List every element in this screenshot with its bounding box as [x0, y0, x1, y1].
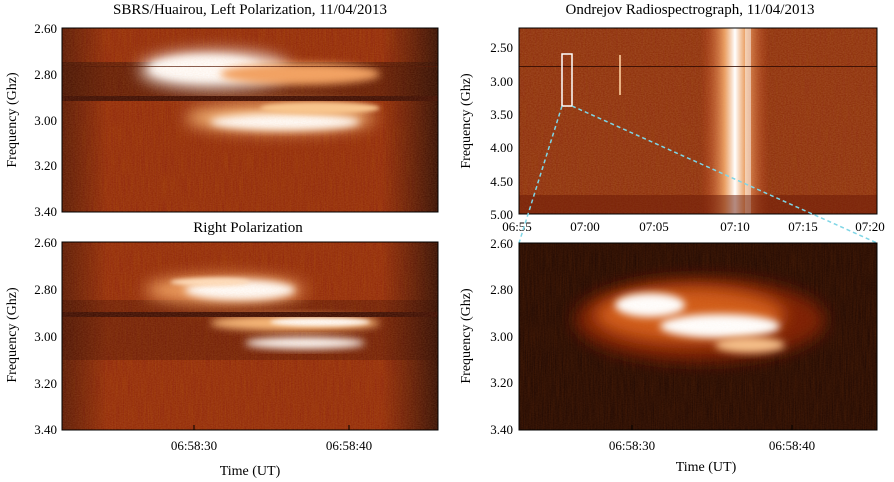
zoom-region-box — [561, 53, 573, 107]
zoom-connector — [518, 105, 878, 244]
y-tick-label: 2.80 — [34, 282, 57, 297]
y-tick-label: 2.80 — [34, 67, 57, 82]
y-tick-label: 2.50 — [490, 40, 513, 55]
x-tick-label: 06:58:40 — [769, 438, 815, 453]
panel4-spectrogram — [519, 243, 877, 430]
panel3-ylabel: Frequency (Ghz) — [459, 73, 474, 169]
y-tick-label: 3.20 — [34, 158, 57, 173]
panel3-y-ticks: 2.50 3.00 3.50 4.00 4.50 5.00 — [490, 40, 513, 222]
panel4-xlabel: Time (UT) — [676, 460, 737, 475]
panel1-y-ticks: 2.60 2.80 3.00 3.20 3.40 — [34, 21, 57, 219]
panel3-x-ticks: 06:55 07:00 07:05 07:10 07:15 07:20 — [502, 219, 885, 234]
panel1-ylabel: Frequency (Ghz) — [5, 72, 20, 168]
panel3-title: Ondrejov Radiospectrograph, 11/04/2013 — [566, 2, 815, 18]
panel1-spectrogram — [62, 28, 438, 212]
panel-ondrejov: Ondrejov Radiospectrograph, 11/04/2013 2… — [459, 2, 885, 234]
x-tick-label: 07:15 — [788, 219, 818, 234]
panel-zoom: 2.60 2.80 3.00 3.20 3.40 06:58:30 06:58:… — [459, 236, 878, 475]
x-tick-label: 06:58:30 — [171, 438, 217, 453]
x-tick-label: 06:58:30 — [609, 438, 655, 453]
panel-left-polarization: SBRS/Huairou, Left Polarization, 11/04/2… — [5, 2, 439, 219]
y-tick-label: 2.60 — [34, 21, 57, 36]
x-tick-label: 07:10 — [720, 219, 750, 234]
panel2-xlabel: Time (UT) — [220, 464, 281, 479]
y-tick-label: 3.20 — [490, 375, 513, 390]
panel1-title: SBRS/Huairou, Left Polarization, 11/04/2… — [113, 2, 387, 18]
x-tick-label: 06:58:40 — [326, 438, 372, 453]
panel2-ylabel: Frequency (Ghz) — [5, 287, 20, 383]
x-tick-label: 07:05 — [639, 219, 669, 234]
y-tick-label: 3.00 — [490, 74, 513, 89]
y-tick-label: 2.60 — [34, 235, 57, 250]
y-tick-label: 2.80 — [490, 282, 513, 297]
x-tick-label: 07:20 — [855, 219, 885, 234]
panel-right-polarization: Right Polarization 2.60 2.80 3.00 3.20 3… — [5, 220, 439, 479]
panel2-x-ticks: 06:58:30 06:58:40 — [171, 425, 372, 453]
y-tick-label: 3.20 — [34, 376, 57, 391]
panel2-y-ticks: 2.60 2.80 3.00 3.20 3.40 — [34, 235, 57, 437]
y-tick-label: 3.50 — [490, 107, 513, 122]
y-tick-label: 3.00 — [34, 329, 57, 344]
x-tick-label: 06:55 — [502, 219, 532, 234]
panel3-spectrogram — [519, 28, 877, 214]
y-tick-label: 3.40 — [34, 422, 57, 437]
y-tick-label: 3.00 — [34, 113, 57, 128]
y-tick-label: 5.00 — [490, 207, 513, 222]
x-tick-label: 07:00 — [570, 219, 600, 234]
panel2-title: Right Polarization — [193, 220, 303, 236]
y-tick-label: 3.00 — [490, 329, 513, 344]
panel4-y-ticks: 2.60 2.80 3.00 3.20 3.40 — [490, 236, 513, 437]
y-tick-label: 3.40 — [490, 422, 513, 437]
panel4-ylabel: Frequency (Ghz) — [459, 288, 474, 384]
y-tick-label: 4.00 — [490, 140, 513, 155]
panel4-x-ticks: 06:58:30 06:58:40 — [609, 425, 815, 453]
y-tick-label: 4.50 — [490, 174, 513, 189]
panel2-spectrogram — [62, 242, 438, 430]
y-tick-label: 3.40 — [34, 204, 57, 219]
y-tick-label: 2.60 — [490, 236, 513, 251]
